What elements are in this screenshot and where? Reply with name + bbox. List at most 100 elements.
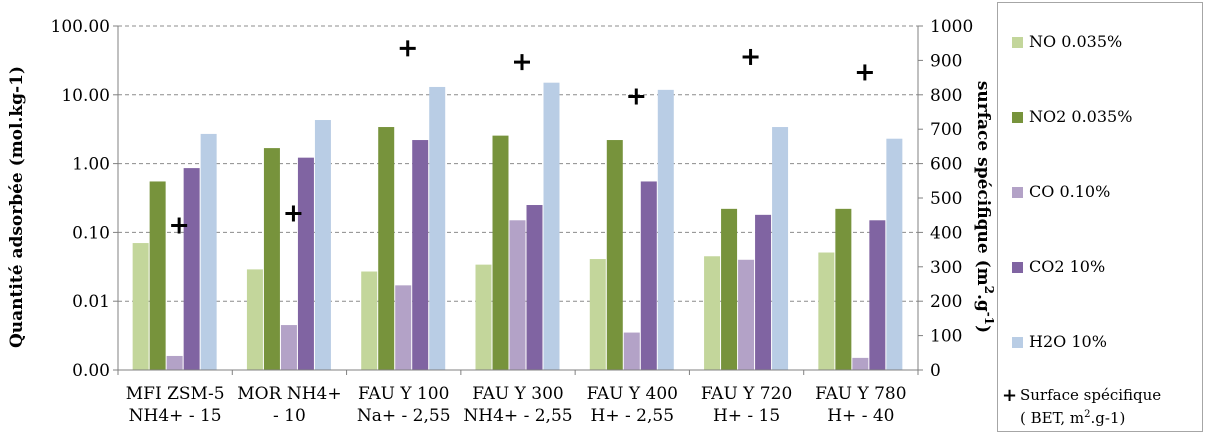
legend-label: CO 0.10% bbox=[1029, 182, 1111, 201]
category-label: FAU Y 720 bbox=[701, 384, 792, 404]
legend-swatch bbox=[1012, 112, 1023, 123]
legend-label: NO2 0.035% bbox=[1029, 107, 1133, 126]
y-right-tick-label: 600 bbox=[930, 155, 962, 175]
category-label: FAU Y 780 bbox=[815, 384, 906, 404]
y-right-tick-label: 0 bbox=[930, 361, 941, 381]
legend-swatch bbox=[1012, 187, 1023, 198]
bar-co bbox=[852, 357, 869, 370]
bar-no bbox=[818, 252, 835, 370]
bar-co2 bbox=[412, 140, 429, 370]
bar-co bbox=[738, 259, 755, 370]
bar-no bbox=[475, 264, 492, 370]
bar-no2 bbox=[378, 127, 395, 371]
bar-h2o bbox=[657, 89, 674, 370]
y-right-tick-label: 1000 bbox=[930, 17, 973, 37]
y-left-tick-label: 10.00 bbox=[61, 86, 110, 106]
legend-swatch bbox=[1012, 337, 1023, 348]
surface-marker bbox=[742, 48, 759, 65]
legend-label: CO2 10% bbox=[1029, 257, 1106, 276]
surface-marker bbox=[856, 64, 873, 81]
y-axis-right-label-part: 2 bbox=[982, 286, 996, 294]
y-axis-right-label-part: surface spécifique (m bbox=[973, 81, 993, 286]
surface-marker bbox=[628, 88, 645, 105]
y-axis-right-label-part: -1 bbox=[982, 312, 996, 325]
y-right-tick-label: 900 bbox=[930, 51, 962, 71]
bar-no2 bbox=[835, 208, 852, 370]
bar-co2 bbox=[640, 181, 657, 370]
y-left-tick-label: 0.00 bbox=[72, 361, 110, 381]
y-left-tick-label: 0.10 bbox=[72, 223, 110, 243]
category-label: FAU Y 100 bbox=[358, 384, 449, 404]
category-label: MOR NH4+ bbox=[237, 384, 341, 404]
legend-label: H2O 10% bbox=[1029, 332, 1107, 351]
bar-co2 bbox=[297, 157, 314, 370]
bar-no2 bbox=[263, 148, 280, 370]
legend-item: CO2 10% bbox=[1012, 256, 1105, 278]
bar-co bbox=[166, 355, 183, 370]
bar-no bbox=[132, 243, 149, 370]
legend-item: CO 0.10% bbox=[1012, 181, 1110, 203]
y-axis-left-label: Quantité adsorbée (mol.kg-1) bbox=[7, 66, 27, 348]
surface-marker bbox=[514, 54, 530, 71]
y-axis-right-label: surface spécifique (m2.g-1) bbox=[973, 81, 996, 333]
y-right-tick-label: 200 bbox=[930, 292, 962, 312]
bar-h2o bbox=[543, 82, 560, 370]
bar-h2o bbox=[772, 127, 789, 371]
bar-no bbox=[361, 271, 378, 370]
bar-co2 bbox=[869, 220, 886, 370]
bar-h2o bbox=[429, 86, 446, 371]
bar-co bbox=[395, 285, 412, 370]
y-axis-right-label-part: .g bbox=[973, 294, 993, 312]
category-label: FAU Y 400 bbox=[587, 384, 678, 404]
legend-swatch bbox=[1012, 37, 1023, 48]
bar-co bbox=[509, 220, 526, 370]
y-right-tick-label: 100 bbox=[930, 327, 962, 347]
legend-plus-marker: + bbox=[1002, 385, 1018, 406]
category-label: MFI ZSM-5 bbox=[126, 384, 225, 404]
bar-co bbox=[280, 325, 297, 370]
category-label: H+ - 15 bbox=[713, 406, 780, 426]
legend-item: NO 0.035% bbox=[1012, 31, 1122, 53]
legend: NO 0.035% NO2 0.035% CO 0.10% CO2 10% H2O 10… bbox=[997, 2, 1203, 432]
bar-h2o bbox=[886, 138, 903, 370]
legend-label: Surface spécifique( BET, m2.g-1) bbox=[1020, 386, 1162, 427]
y-right-tick-label: 400 bbox=[930, 223, 962, 243]
bar-no bbox=[589, 259, 606, 370]
bar-no2 bbox=[606, 140, 623, 370]
category-label: H+ - 40 bbox=[827, 406, 894, 426]
category-label: H+ - 2,55 bbox=[591, 406, 674, 426]
legend-item: NO2 0.035% bbox=[1012, 106, 1132, 128]
bar-no2 bbox=[149, 181, 166, 370]
y-right-tick-label: 300 bbox=[930, 258, 962, 278]
bar-no2 bbox=[721, 208, 738, 370]
legend-label: NO 0.035% bbox=[1029, 32, 1123, 51]
surface-marker bbox=[399, 40, 416, 57]
bar-no bbox=[704, 256, 721, 370]
legend-item: H2O 10% bbox=[1012, 331, 1107, 353]
bar-h2o bbox=[314, 120, 331, 371]
tick-labels: 0.00 0.01 0.10 1.00 10.00 100.00 0 100 200 300 400… bbox=[51, 17, 974, 381]
bar-no bbox=[246, 269, 263, 370]
bar-no2 bbox=[492, 135, 509, 370]
bar-co bbox=[623, 332, 640, 370]
bars bbox=[132, 82, 903, 371]
category-label: Na+ - 2,55 bbox=[357, 406, 451, 426]
category-label: NH4+ - 15 bbox=[129, 406, 222, 426]
bar-co2 bbox=[526, 205, 543, 370]
y-left-tick-label: 0.01 bbox=[72, 292, 110, 312]
y-right-tick-label: 700 bbox=[930, 120, 962, 140]
bar-co2 bbox=[755, 214, 772, 370]
surface-marker bbox=[285, 205, 302, 222]
bar-h2o bbox=[200, 133, 217, 370]
category-label: FAU Y 300 bbox=[472, 384, 563, 404]
bar-co2 bbox=[183, 168, 200, 370]
surface-marker bbox=[171, 217, 188, 234]
legend-swatch bbox=[1012, 262, 1023, 273]
y-left-tick-label: 100.00 bbox=[51, 17, 110, 37]
legend-item-surface: + Surface spécifique( BET, m2.g-1) bbox=[1002, 386, 1161, 428]
category-label: - 10 bbox=[273, 406, 306, 426]
surface-markers bbox=[171, 40, 873, 234]
category-label: NH4+ - 2,55 bbox=[463, 406, 572, 426]
